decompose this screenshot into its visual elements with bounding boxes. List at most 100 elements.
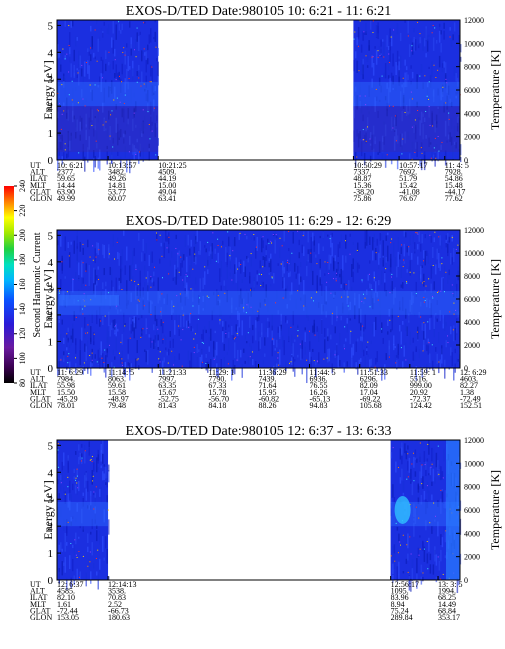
spectrogram-cell xyxy=(401,110,403,122)
spectrogram-cell xyxy=(87,364,89,374)
spectrogram-cell xyxy=(397,237,399,251)
ephemeris-value: 152.51 xyxy=(460,401,482,410)
spectrogram-cell xyxy=(422,124,424,140)
spectrogram-cell xyxy=(354,360,356,363)
spectrogram-pixel xyxy=(193,352,195,354)
spectrogram-pixel xyxy=(85,270,87,272)
spectrogram-cell xyxy=(67,462,69,473)
spectrogram-pixel xyxy=(119,101,121,103)
spectrogram-cell xyxy=(79,300,81,313)
spectrogram-cell xyxy=(387,75,390,79)
spectrogram-pixel xyxy=(204,266,206,268)
spectrogram-cell xyxy=(148,34,150,44)
spectrogram-cell xyxy=(425,135,427,139)
spectrogram-pixel xyxy=(336,272,338,274)
spectrogram-cell xyxy=(118,280,120,290)
spectrogram-cell xyxy=(61,138,63,151)
spectrogram-cell xyxy=(456,283,458,297)
spectrogram-cell xyxy=(439,309,441,322)
spectrogram-pixel xyxy=(278,364,280,366)
spectrogram-cell xyxy=(154,31,156,42)
spectrogram-pixel xyxy=(176,295,178,297)
spectrogram-pixel xyxy=(334,354,336,356)
spectrogram-cell xyxy=(82,362,84,368)
spectrogram-cell xyxy=(420,301,422,307)
spectrogram-cell xyxy=(136,70,138,76)
spectrogram-cell xyxy=(214,330,216,334)
spectrogram-cell xyxy=(108,24,110,35)
spectrogram-pixel xyxy=(64,58,66,60)
spectrogram-cell xyxy=(88,265,90,271)
spectrogram-cell xyxy=(178,329,180,336)
energy-band-low xyxy=(353,106,460,152)
spectrogram-cell xyxy=(355,341,357,352)
spectrogram-cell xyxy=(309,349,311,363)
spectrogram-cell xyxy=(222,240,224,246)
spectrogram-cell xyxy=(126,290,128,306)
spectrogram-cell xyxy=(439,235,441,246)
spectrogram-pixel xyxy=(372,20,374,22)
spectrogram-pixel xyxy=(445,78,447,80)
spectrogram-cell xyxy=(450,252,452,265)
spectrogram-cell xyxy=(145,287,147,300)
spectrogram-cell xyxy=(151,102,153,112)
spectrogram-cell xyxy=(186,282,188,297)
spectrogram-pixel xyxy=(270,240,272,242)
spectrogram-cell xyxy=(447,111,450,126)
spectrogram-pixel xyxy=(247,332,249,334)
spectrogram-pixel xyxy=(427,98,429,100)
spectrogram-cell xyxy=(401,454,403,465)
spectrogram-cell xyxy=(411,292,413,306)
spectrogram-pixel xyxy=(129,337,131,339)
spectrogram-pixel xyxy=(262,266,264,268)
spectrogram-pixel xyxy=(246,304,248,306)
spectrogram-pixel xyxy=(78,576,80,578)
spectrogram-pixel xyxy=(385,268,387,270)
spectrogram-cell xyxy=(142,122,144,132)
spectrogram-pixel xyxy=(109,344,111,346)
spectrogram-cell xyxy=(407,461,409,471)
spectrogram-cell xyxy=(105,50,107,60)
spectrogram-cell xyxy=(348,289,350,303)
spectrogram-cell xyxy=(57,240,59,246)
spectrogram-pixel xyxy=(237,268,239,270)
spectrogram-cell xyxy=(196,344,198,353)
spectrogram-cell xyxy=(132,118,134,132)
spectrogram-pixel xyxy=(421,152,423,154)
spectrogram-cell xyxy=(426,553,429,564)
spectrogram-cell xyxy=(280,313,282,325)
ephemeris-value: 12:56:17 xyxy=(391,580,419,589)
spectrogram-cell xyxy=(90,361,92,376)
spectrogram-cell xyxy=(378,265,380,269)
ephemeris-row-label: GLAT xyxy=(30,187,51,196)
spectrogram-cell xyxy=(78,63,80,68)
ephemeris-value: 76.55 xyxy=(310,381,328,390)
spectrogram-cell xyxy=(367,284,369,288)
spectrogram-pixel xyxy=(428,278,430,280)
spectrogram-cell xyxy=(444,316,446,331)
spectrogram-cell xyxy=(70,335,72,340)
ephemeris-row-label: UT xyxy=(30,580,41,589)
data-segment xyxy=(57,440,110,590)
spectrogram-fill xyxy=(57,440,109,580)
spectrogram-cell xyxy=(358,264,360,269)
spectrogram-pixel xyxy=(160,311,162,313)
spectrogram-cell xyxy=(72,88,74,100)
spectrogram-cell xyxy=(81,260,83,273)
spectrogram-cell xyxy=(216,341,218,356)
ephemeris-value: -44.17 xyxy=(445,187,466,196)
spectrogram-cell xyxy=(400,331,402,345)
spectrogram-cell xyxy=(91,518,93,530)
spectrogram-cell xyxy=(189,313,191,324)
spectrogram-cell xyxy=(60,279,62,294)
spectrogram-cell xyxy=(171,300,173,315)
spectrogram-pixel xyxy=(437,445,439,447)
spectrogram-cell xyxy=(159,358,161,368)
spectrogram-cell xyxy=(307,254,309,262)
spectrogram-cell xyxy=(368,40,370,51)
spectrogram-cell xyxy=(79,571,81,580)
spectrogram-pixel xyxy=(250,253,252,255)
spectrogram-pixel xyxy=(173,305,175,307)
spectrogram-cell xyxy=(73,240,75,254)
spectrogram-cell xyxy=(310,356,312,369)
